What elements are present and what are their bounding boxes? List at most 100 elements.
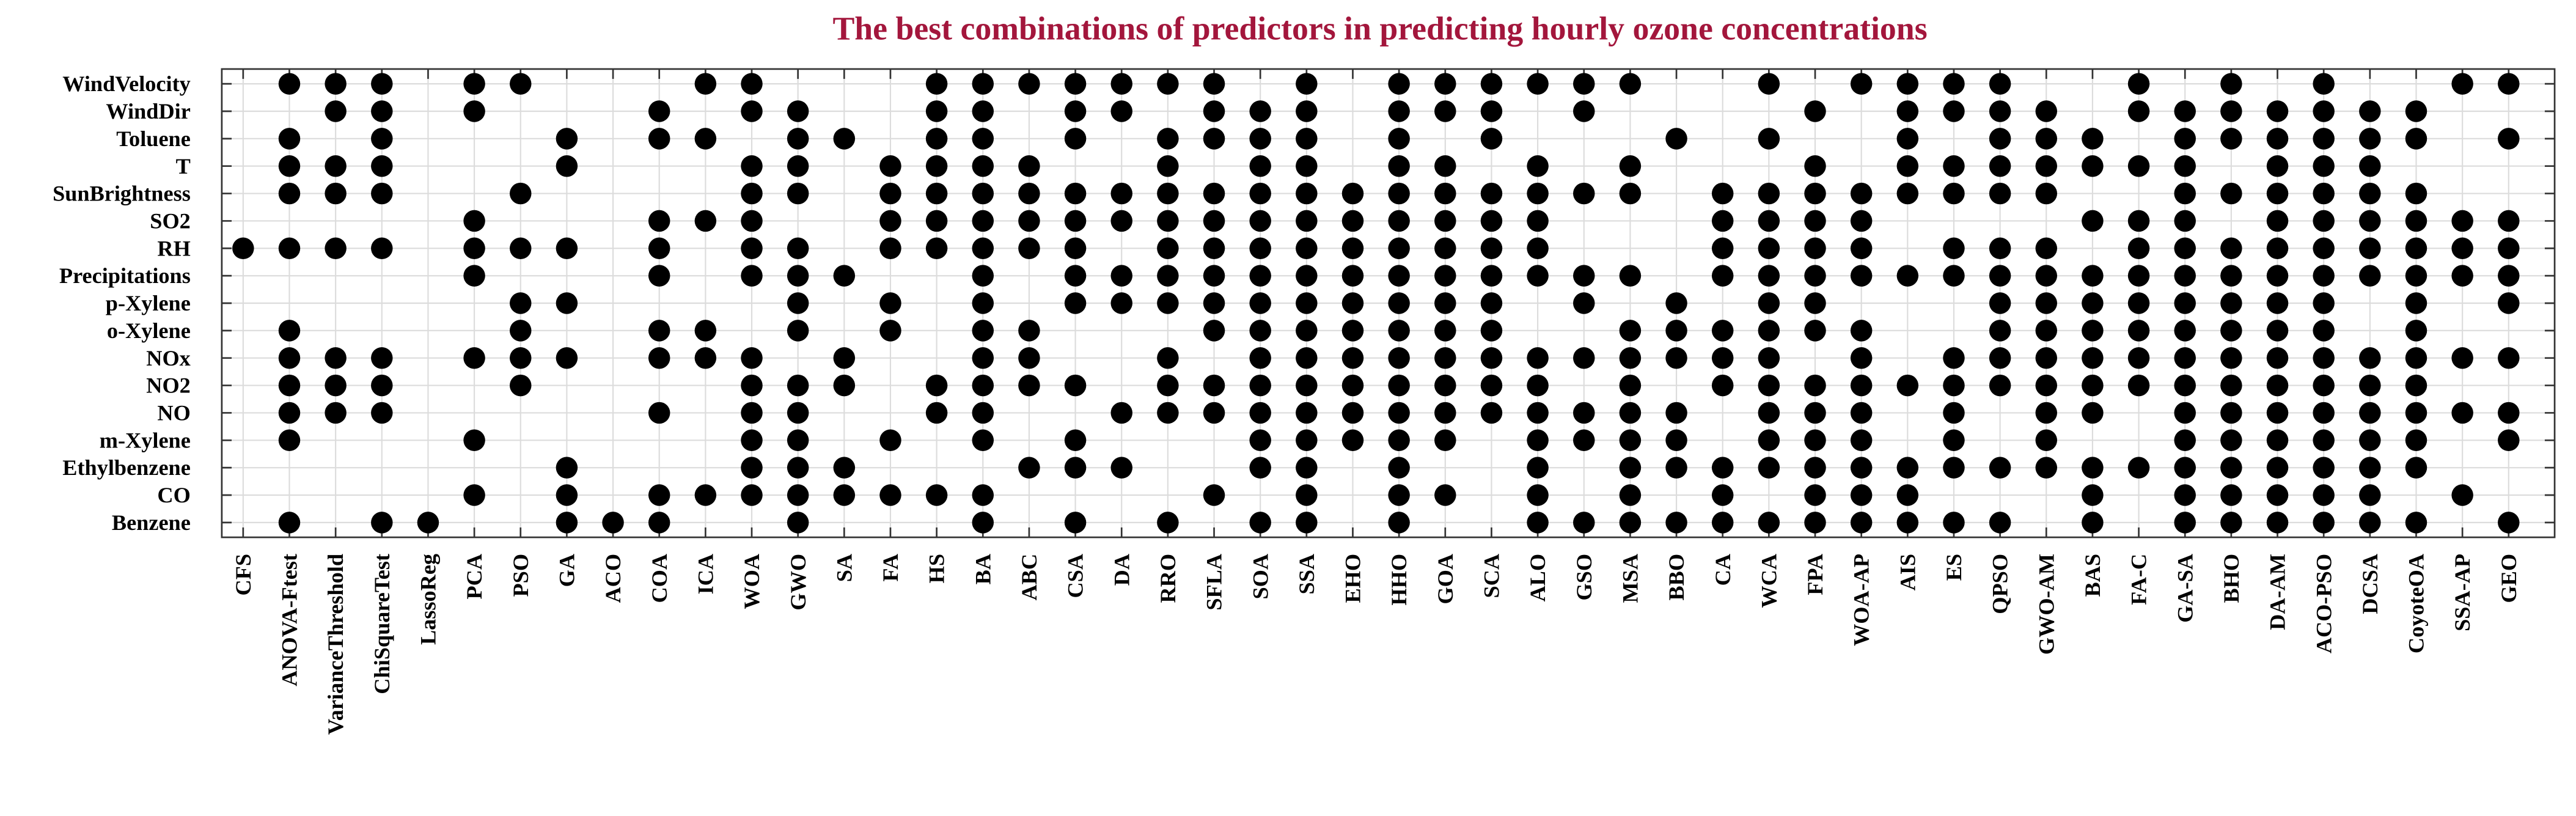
dot [1665, 320, 1687, 342]
dot [1110, 457, 1132, 479]
dot [2220, 320, 2242, 342]
dot [2313, 457, 2335, 479]
dot [694, 320, 717, 342]
dot [1758, 182, 1780, 205]
dot [1018, 374, 1040, 397]
dot [925, 155, 948, 177]
dot [2451, 73, 2473, 95]
dot [1341, 429, 1364, 452]
dot [2359, 210, 2381, 232]
dot [2313, 128, 2335, 150]
dot [972, 100, 994, 122]
x-tick-label: HS [925, 554, 949, 583]
dot [1665, 512, 1687, 534]
dot [278, 320, 301, 342]
dot [1203, 320, 1225, 342]
x-tick-label: WCA [1756, 554, 1781, 608]
dot [1018, 457, 1040, 479]
dot [1341, 265, 1364, 287]
dot [1943, 237, 1965, 260]
dot [278, 374, 301, 397]
dot [1665, 429, 1687, 452]
dot [1388, 237, 1410, 260]
dot [741, 182, 763, 205]
dot [1711, 374, 1734, 397]
dot [1804, 182, 1826, 205]
dot [2127, 347, 2150, 369]
dot [1619, 155, 1642, 177]
dot [694, 484, 717, 506]
dot [741, 347, 763, 369]
dot [1249, 128, 1271, 150]
dot [1989, 100, 2011, 122]
dot [833, 484, 856, 506]
dot [2174, 292, 2196, 314]
dot [2313, 155, 2335, 177]
dot [463, 210, 485, 232]
dot [2359, 374, 2381, 397]
x-tick-label: CSA [1063, 554, 1088, 598]
dot [1527, 182, 1549, 205]
dot [371, 347, 393, 369]
dot [1758, 128, 1780, 150]
dot [2127, 457, 2150, 479]
dot [1943, 512, 1965, 534]
dot [2498, 265, 2520, 287]
dot [2174, 320, 2196, 342]
dot [1665, 347, 1687, 369]
dot [1434, 210, 1456, 232]
dot [1296, 457, 1318, 479]
dot [879, 210, 901, 232]
dot [325, 347, 347, 369]
dot [1296, 320, 1318, 342]
dot [1527, 402, 1549, 424]
dot [1896, 128, 1919, 150]
dot [463, 100, 485, 122]
dot [1296, 512, 1318, 534]
dot [371, 128, 393, 150]
x-tick-label: GSO [1572, 554, 1596, 601]
dot [1203, 374, 1225, 397]
dot [1434, 320, 1456, 342]
dot [2498, 128, 2520, 150]
dot [694, 347, 717, 369]
dot [1804, 320, 1826, 342]
dot [1480, 292, 1503, 314]
x-tick-label: BAS [2080, 554, 2105, 597]
dot [510, 374, 532, 397]
y-tick-label: SO2 [150, 209, 191, 233]
dot [510, 73, 532, 95]
dot [1157, 155, 1179, 177]
dot [1527, 73, 1549, 95]
dot [1434, 237, 1456, 260]
dot [2313, 73, 2335, 95]
dot [2405, 374, 2427, 397]
dot [1850, 457, 1873, 479]
x-tick-label: ALO [1525, 554, 1550, 602]
dot [741, 429, 763, 452]
dot [556, 292, 578, 314]
x-tick-label: COA [647, 554, 672, 603]
dot [1480, 347, 1503, 369]
dot [2174, 265, 2196, 287]
dot [2082, 320, 2104, 342]
dot [2266, 429, 2289, 452]
dot [972, 265, 994, 287]
dot [2498, 347, 2520, 369]
dot [1711, 210, 1734, 232]
dot [648, 484, 670, 506]
dot [972, 347, 994, 369]
y-tick-label: Toluene [116, 127, 191, 151]
dot [2082, 484, 2104, 506]
dot [1064, 73, 1087, 95]
dot [787, 484, 809, 506]
x-tick-label: ICA [693, 554, 717, 595]
dot [1527, 237, 1549, 260]
dot [1296, 292, 1318, 314]
dot [648, 210, 670, 232]
dot [1480, 182, 1503, 205]
dot [1018, 347, 1040, 369]
dot [2313, 320, 2335, 342]
dot [1249, 347, 1271, 369]
dot [787, 182, 809, 205]
